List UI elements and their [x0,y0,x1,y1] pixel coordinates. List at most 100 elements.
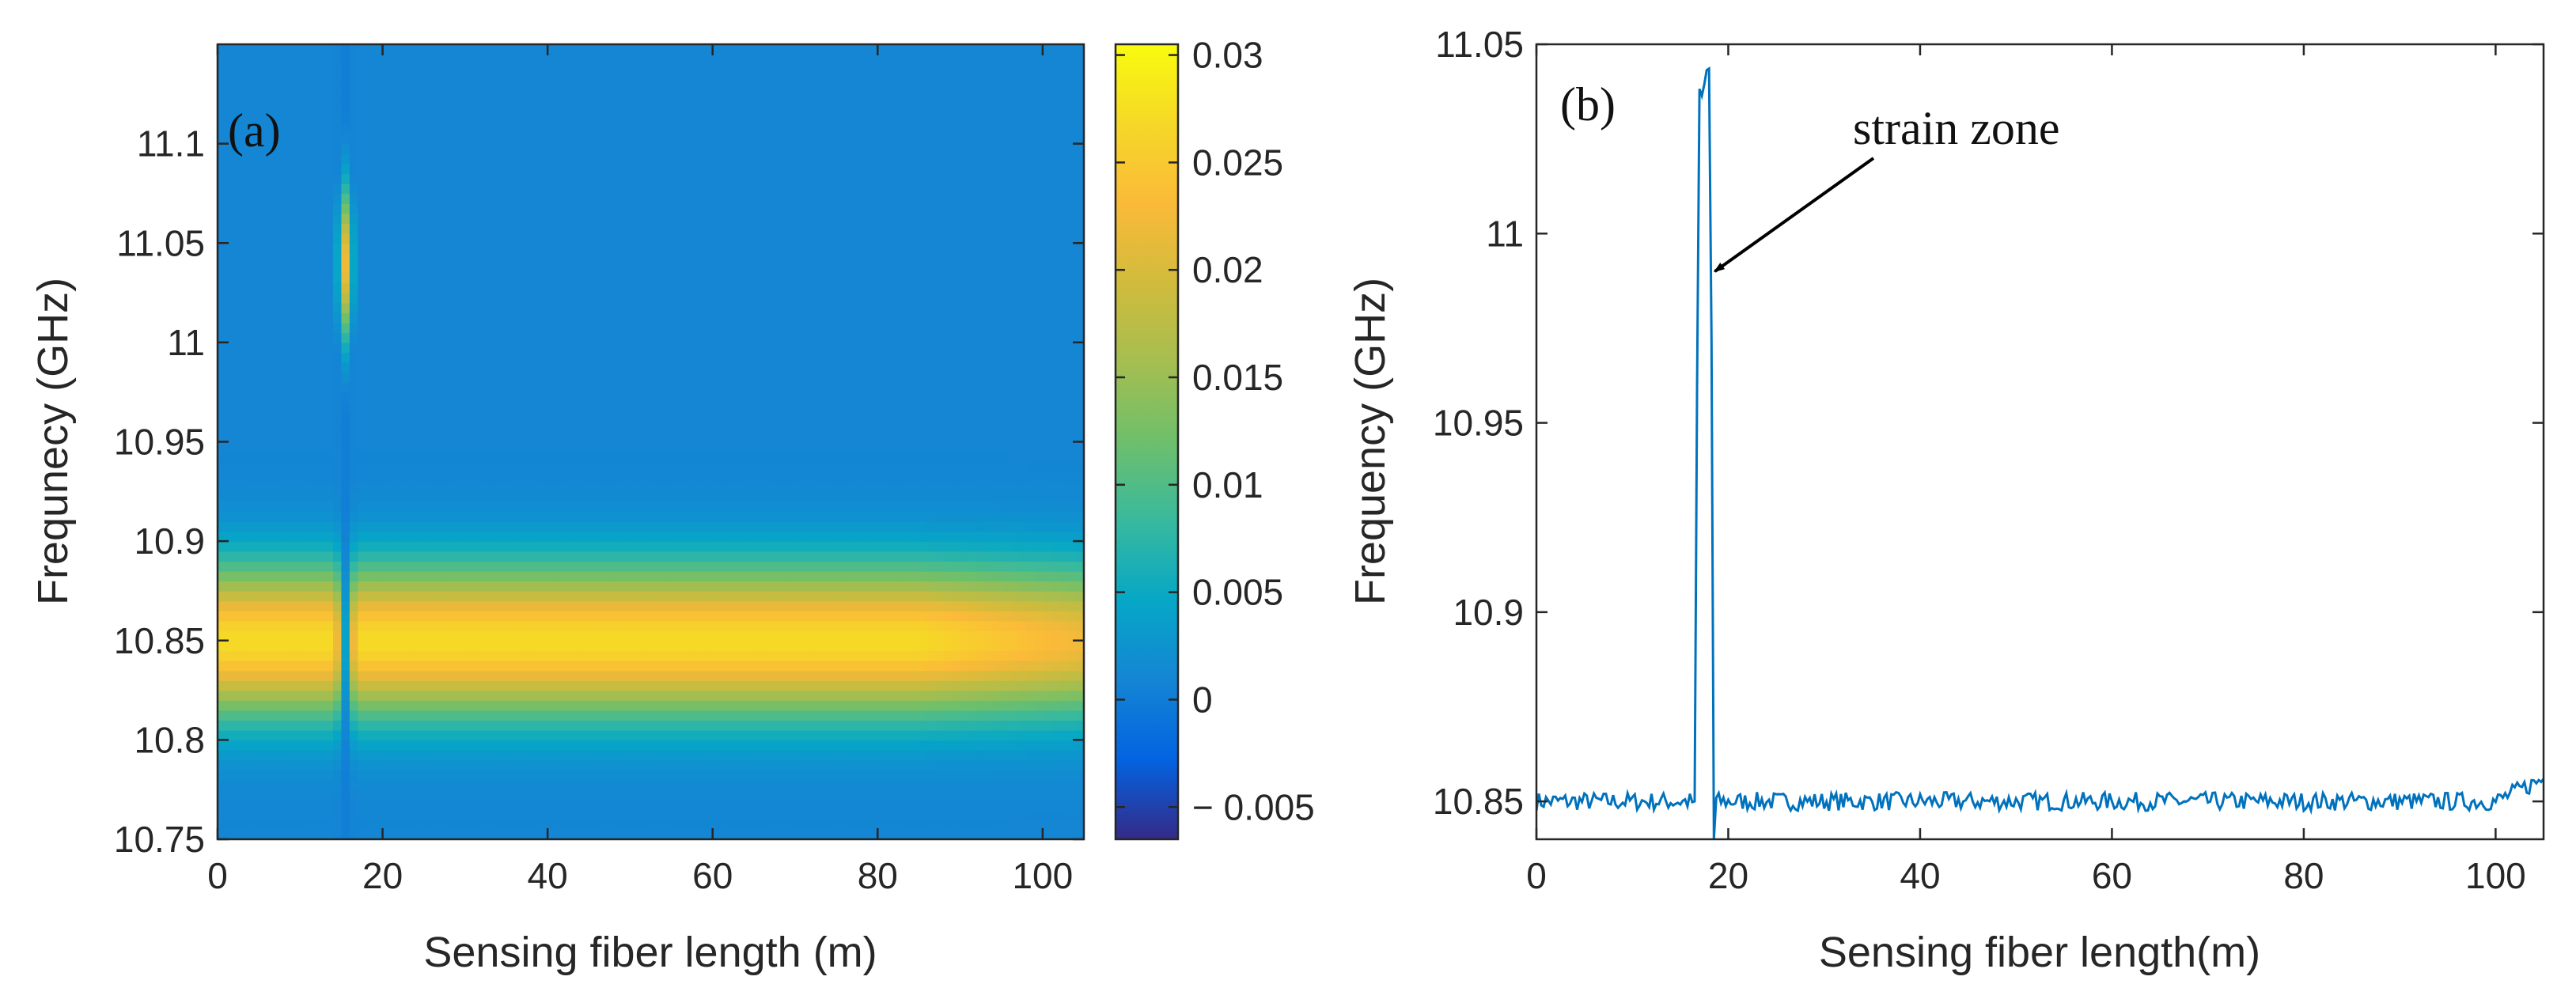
heatmap-cell [481,44,491,55]
heatmap-cell [218,531,227,542]
heatmap-cell [382,491,392,502]
heatmap-cell [341,521,350,532]
heatmap-cell [522,382,532,393]
heatmap-cell [688,203,697,214]
heatmap-cell [233,531,244,542]
heatmap-cell [539,93,548,105]
heatmap-cell [646,263,656,274]
heatmap-cell [712,620,722,631]
heatmap-cell [283,203,293,214]
heatmap-cell [572,640,581,652]
heatmap-cell [391,411,400,423]
heatmap-cell [498,541,507,552]
heatmap-cell [423,829,433,839]
heatmap-cell [646,213,656,224]
heatmap-cell [531,640,540,652]
heatmap-cell [382,402,392,413]
heatmap-cell [605,749,615,761]
heatmap-cell [324,650,334,661]
heatmap-cell [622,312,631,324]
heatmap-cell [654,74,664,85]
heatmap-cell [638,64,648,75]
heatmap-cell [605,84,615,95]
heatmap-cell [539,770,548,781]
heatmap-cell [622,163,631,175]
heatmap-cell [531,521,540,532]
heatmap-cell [259,680,268,691]
heatmap-cell [547,302,557,313]
heatmap-cell [449,153,458,165]
heatmap-cell [671,163,680,175]
heatmap-cell [324,770,334,781]
heatmap-cell [680,491,689,502]
heatmap-cell [605,44,615,55]
heatmap-cell [415,600,425,611]
heatmap-cell [704,630,714,642]
heatmap-cell [341,113,350,125]
heatmap-cell [291,263,301,274]
heatmap-cell [242,342,252,354]
heatmap-cell [506,104,516,115]
heatmap-cell [630,372,639,383]
heatmap-cell [333,352,343,363]
heatmap-cell [300,422,309,433]
heatmap-cell [498,799,507,811]
heatmap-cell [547,362,557,373]
heatmap-cell [324,620,334,631]
heatmap-cell [316,521,326,532]
heatmap-cell [531,600,540,611]
heatmap-cell [275,680,285,691]
heatmap-cell [564,282,574,293]
heatmap-cell [464,501,475,513]
heatmap-cell [218,541,227,552]
heatmap-cell [654,64,664,75]
heatmap-cell [225,700,235,711]
heatmap-cell [638,770,648,781]
heatmap-cell [680,322,689,334]
heatmap-cell [366,570,375,582]
heatmap-cell [250,392,259,403]
heatmap-cell [225,332,235,343]
heatmap-cell [605,392,615,403]
heatmap-cell [680,620,689,631]
heatmap-cell [423,252,433,264]
heatmap-cell [440,104,449,115]
heatmap-cell [316,342,326,354]
heatmap-cell [547,104,557,115]
heatmap-cell [399,511,408,522]
heatmap-cell [622,749,631,761]
heatmap-cell [597,243,606,254]
heatmap-cell [432,650,441,661]
heatmap-cell [680,302,689,313]
heatmap-cell [506,74,516,85]
heatmap-cell [597,123,606,134]
heatmap-cell [218,452,227,463]
heatmap-cell [324,561,334,572]
heatmap-cell [522,153,532,165]
heatmap-cell [291,193,301,204]
heatmap-cell [449,630,458,642]
heatmap-cell [415,611,425,622]
heatmap-cell [531,143,540,154]
heatmap-cell [324,700,334,711]
heatmap-cell [218,600,227,611]
heatmap-cell [456,501,466,513]
heatmap-cell [498,680,507,691]
heatmap-cell [358,123,367,134]
heatmap-cell [308,233,317,244]
heatmap-cell [399,332,408,343]
heatmap-cell [564,183,574,195]
heatmap-cell [399,104,408,115]
heatmap-cell [688,511,697,522]
heatmap-cell [671,272,680,284]
heatmap-cell [308,153,317,165]
heatmap-cell [432,531,441,542]
heatmap-cell [605,770,615,781]
heatmap-cell [539,471,548,483]
heatmap-cell [498,660,507,672]
heatmap-cell [498,64,507,75]
heatmap-cell [481,134,491,145]
heatmap-cell [514,382,524,393]
heatmap-cell [555,74,565,85]
heatmap-cell [704,759,714,770]
